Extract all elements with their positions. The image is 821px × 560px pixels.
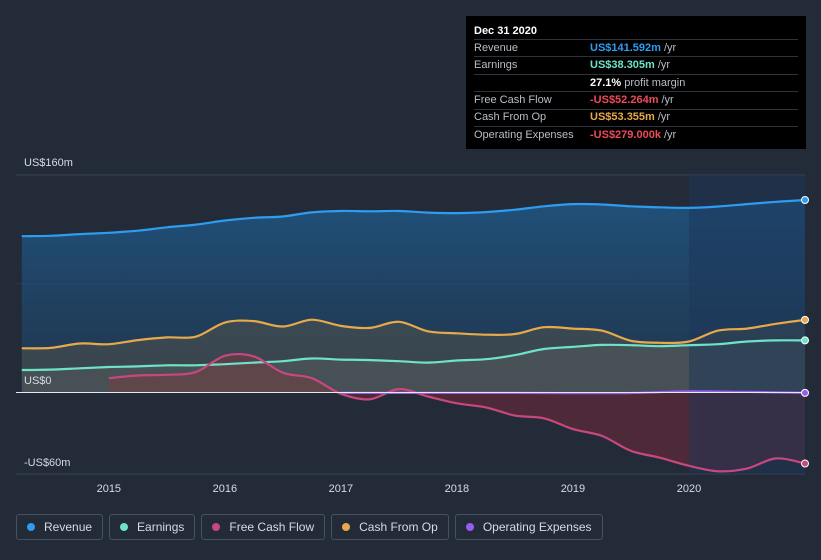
area-free-cash-flow [108, 354, 806, 472]
tooltip-value: US$38.305m [590, 59, 655, 72]
tooltip-unit: /yr [663, 128, 677, 141]
x-tick-label: 2018 [445, 483, 469, 495]
legend-label: Revenue [44, 520, 93, 534]
line-revenue [21, 198, 806, 238]
chart-end-dots [801, 196, 809, 468]
x-tick-label: 2016 [213, 483, 237, 495]
tooltip-date: Dec 31 2020 [474, 25, 537, 37]
x-tick-label: 2017 [329, 483, 353, 495]
legend-item-free-cash-flow[interactable]: Free Cash Flow [201, 514, 326, 540]
legend-dot-icon [212, 523, 221, 531]
end-dot-free-cash-flow [801, 459, 809, 468]
chart-area-fills [21, 200, 806, 472]
tooltip-value: -US$52.264m [590, 94, 659, 107]
tooltip-unit: /yr [657, 59, 671, 72]
area-earnings [21, 340, 806, 393]
tooltip-value: 27.1% [590, 76, 622, 89]
end-dot-operating-expenses [801, 388, 809, 397]
x-tick-label: 2019 [561, 483, 585, 495]
y-tick-label-top: US$160m [24, 157, 73, 169]
line-cash-from-op [21, 318, 806, 350]
future-highlight-band [688, 175, 805, 474]
chart-series-lines [16, 198, 806, 473]
y-tick-label-zero: US$0 [24, 375, 52, 387]
legend-item-earnings[interactable]: Earnings [109, 514, 196, 540]
tooltip-row-cash-from-op: Cash From Op US$53.355m /yr [474, 108, 798, 126]
tooltip-row-profit-margin: 27.1% profit margin [474, 73, 798, 91]
tooltip-label: Cash From Op [474, 111, 547, 124]
tooltip-label: Earnings [474, 59, 518, 72]
tooltip-value: US$53.355m [590, 111, 655, 124]
line-earnings [21, 339, 806, 372]
x-tick-label: 2020 [677, 483, 701, 495]
legend-dot-icon [120, 523, 129, 531]
tooltip-row-operating-expenses: Operating Expenses -US$279.000k /yr [474, 125, 798, 143]
legend-item-revenue[interactable]: Revenue [16, 514, 104, 540]
tooltip-unit: /yr [657, 111, 671, 124]
end-dot-revenue [801, 196, 809, 205]
line-free-cash-flow [108, 352, 806, 473]
tooltip-row-free-cash-flow: Free Cash Flow -US$52.264m /yr [474, 91, 798, 108]
end-dot-cash-from-op [801, 315, 809, 324]
legend-label: Cash From Op [359, 520, 438, 534]
tooltip-label: Free Cash Flow [474, 94, 552, 107]
legend-item-cash-from-op[interactable]: Cash From Op [331, 514, 449, 540]
legend-dot-icon [465, 523, 474, 531]
tooltip-unit: /yr [663, 41, 677, 54]
tooltip-panel: Dec 31 2020 Revenue US$141.592m /yr Earn… [466, 16, 806, 149]
tooltip-unit: profit margin [624, 76, 686, 89]
x-tick-labels: 2015 2016 2017 2018 2019 2020 [97, 483, 702, 495]
tooltip-value: -US$279.000k [590, 128, 661, 141]
legend-dot-icon [27, 523, 35, 531]
legend-item-operating-expenses[interactable]: Operating Expenses [454, 514, 603, 540]
chart-legend: Revenue Earnings Free Cash Flow Cash Fro… [16, 514, 603, 542]
tooltip-label: Operating Expenses [474, 128, 574, 141]
y-tick-label-bottom: -US$60m [24, 457, 70, 469]
tooltip-row-revenue: Revenue US$141.592m /yr [474, 39, 798, 56]
tooltip-row-earnings: Earnings US$38.305m /yr [474, 56, 798, 73]
legend-dot-icon [342, 523, 351, 531]
legend-label: Free Cash Flow [229, 520, 315, 534]
legend-label: Operating Expenses [482, 520, 592, 534]
legend-label: Earnings [137, 520, 185, 534]
x-tick-label: 2015 [97, 483, 121, 495]
tooltip-value: US$141.592m [590, 41, 661, 54]
tooltip-label: Revenue [474, 41, 519, 54]
tooltip-unit: /yr [661, 94, 674, 107]
end-dot-earnings [801, 336, 809, 345]
area-cash-from-op [21, 319, 806, 393]
